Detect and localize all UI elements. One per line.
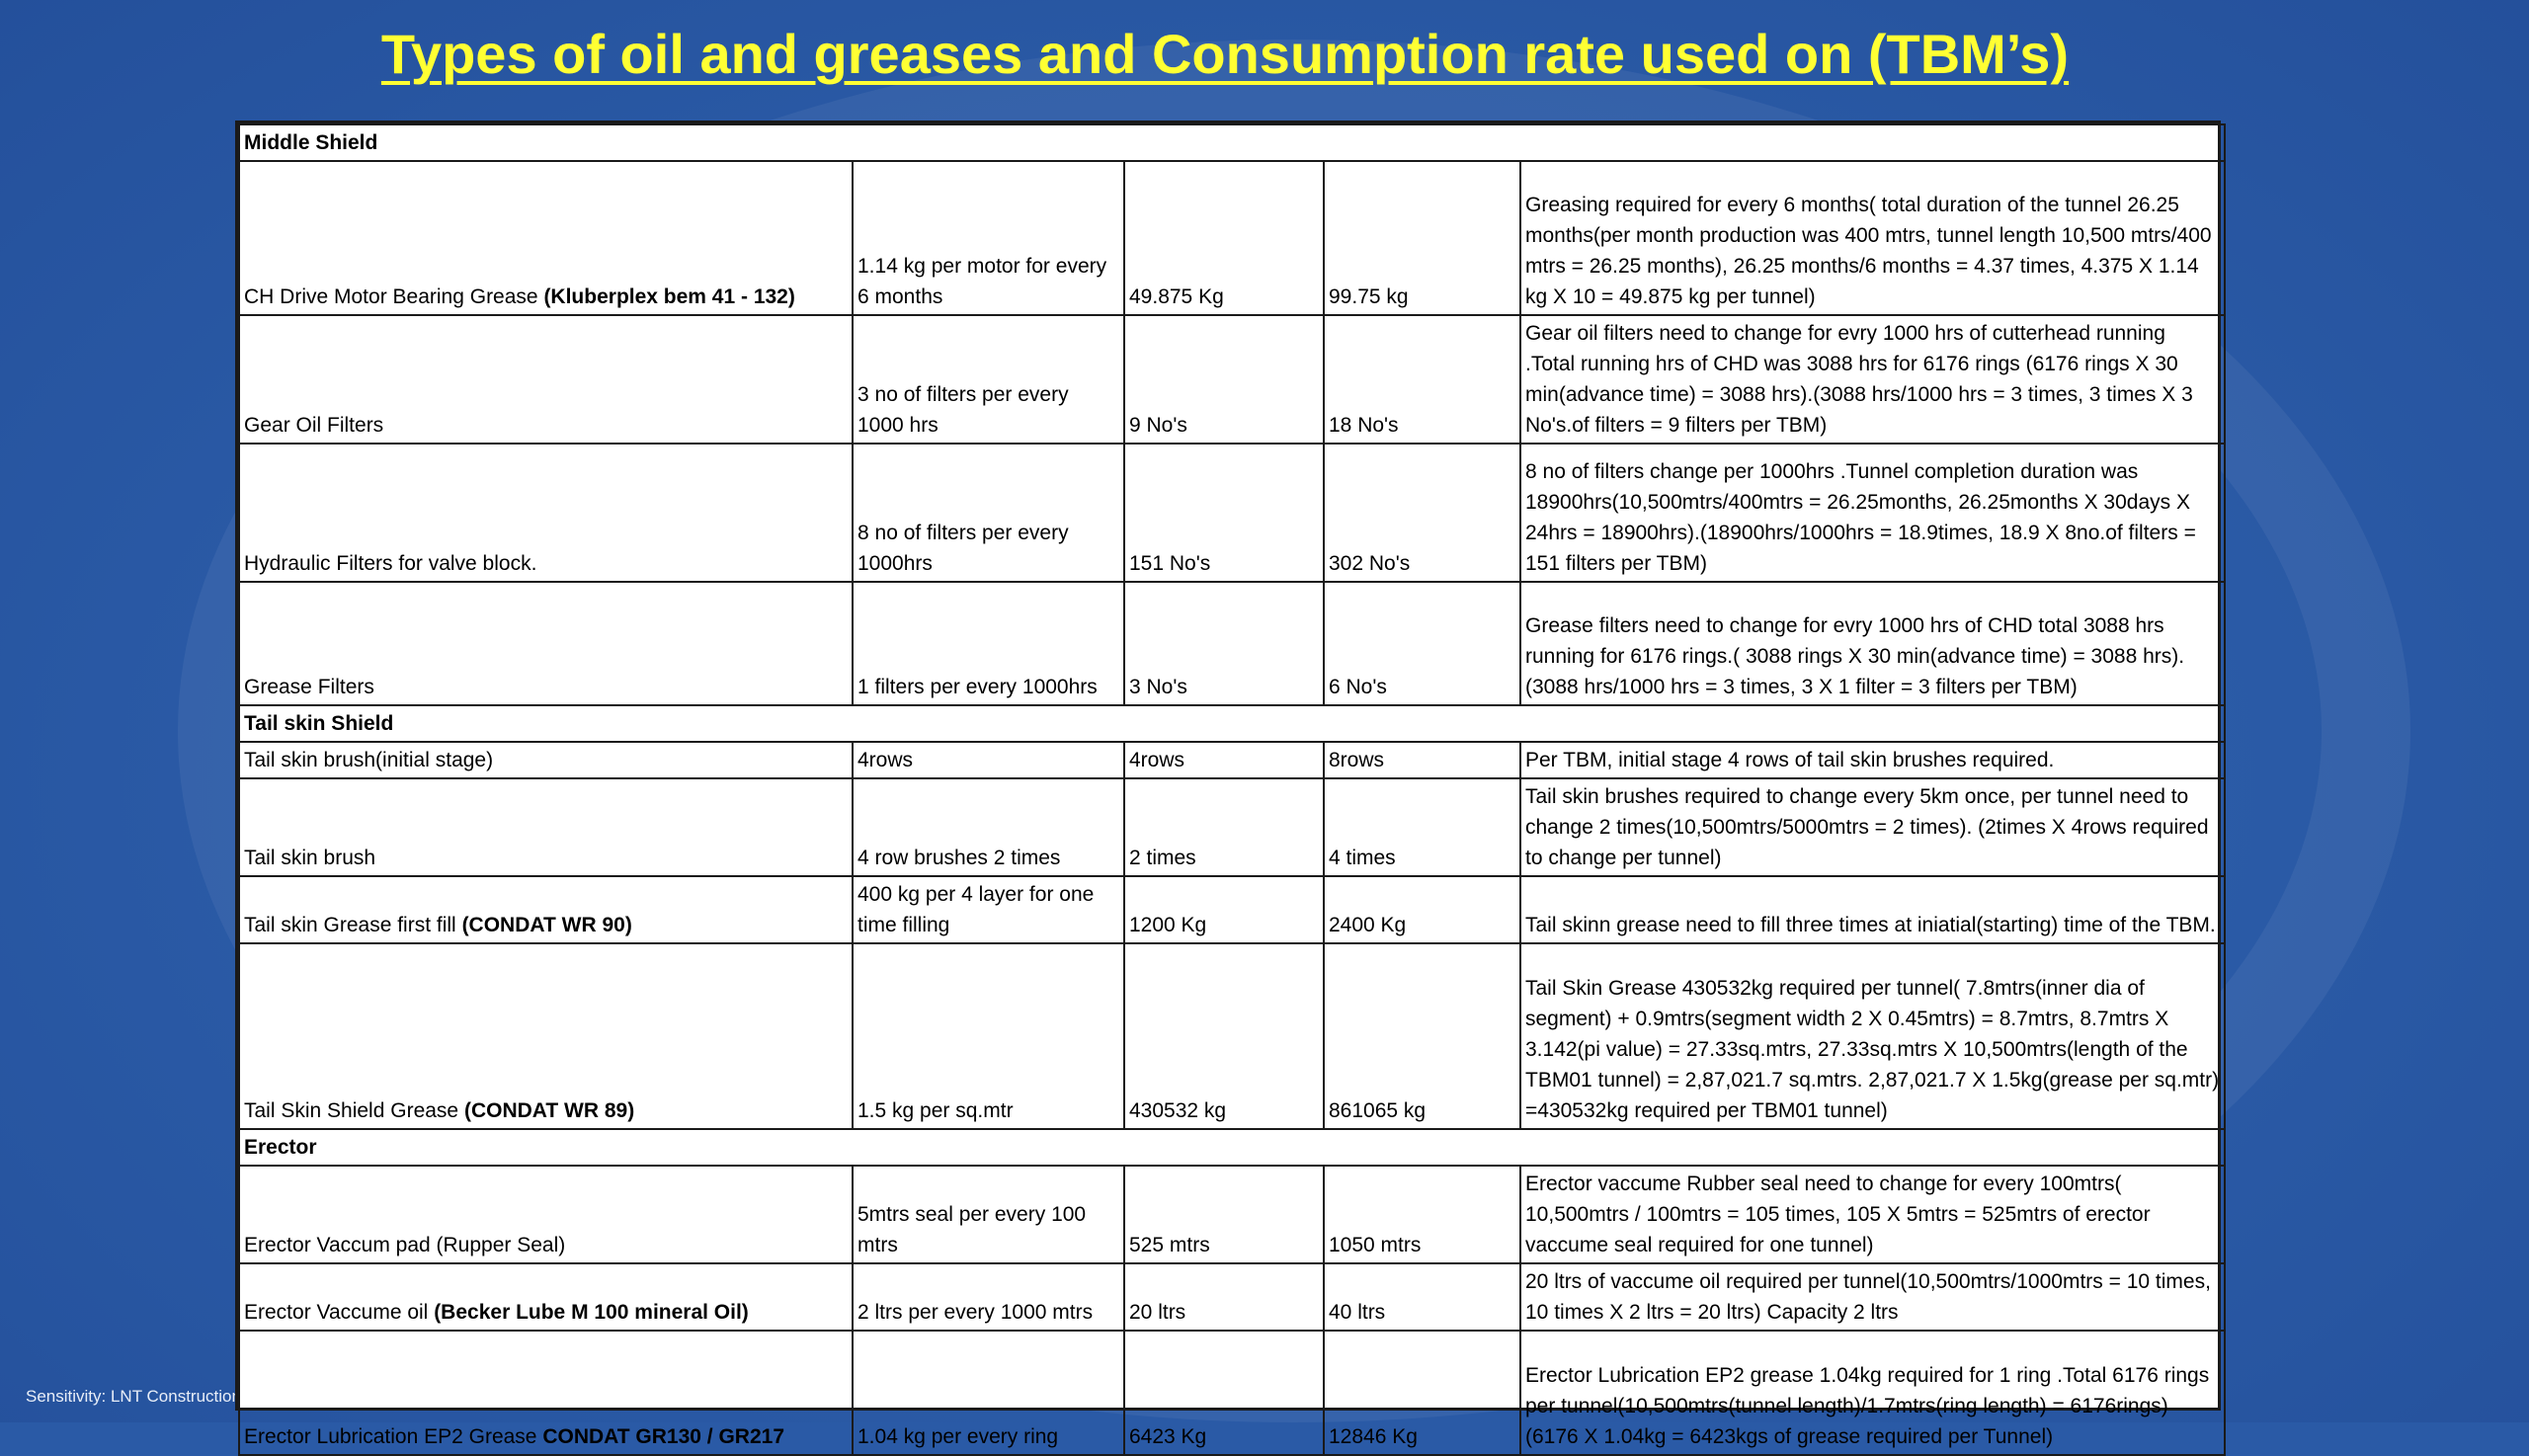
rate-cell: 3 no of filters per every 1000 hrs — [852, 314, 1125, 445]
qty1-cell: 525 mtrs — [1123, 1165, 1325, 1264]
section-header-middle-shield: Middle Shield — [237, 123, 2227, 162]
qty2-cell: 99.75 kg — [1323, 160, 1521, 316]
remark-cell: Gear oil filters need to change for evry… — [1518, 314, 2227, 445]
item-cell: Grease Filters — [238, 581, 854, 706]
qty2-cell: 12846 Kg — [1323, 1330, 1521, 1456]
qty1-cell: 49.875 Kg — [1123, 160, 1325, 316]
sensitivity-label: Sensitivity: LNT Construction Internal U… — [26, 1387, 235, 1406]
item-cell: Erector Lubrication EP2 Grease CONDAT GR… — [238, 1330, 854, 1456]
qty1-cell: 20 ltrs — [1123, 1262, 1325, 1332]
item-cell: Hydraulic Filters for valve block. — [238, 443, 854, 583]
item-cell: CH Drive Motor Bearing Grease (Kluberple… — [238, 160, 854, 316]
rate-cell: 1.04 kg per every ring — [852, 1330, 1125, 1456]
item-cell: Tail skin Grease first fill (CONDAT WR 9… — [238, 875, 854, 944]
qty1-cell: 430532 kg — [1123, 942, 1325, 1130]
table-row: Grease Filters 1 filters per every 1000h… — [238, 581, 2227, 706]
qty2-cell: 6 No's — [1323, 581, 1521, 706]
qty2-cell: 2400 Kg — [1323, 875, 1521, 944]
qty2-cell: 302 No's — [1323, 443, 1521, 583]
rate-cell: 4 row brushes 2 times — [852, 777, 1125, 877]
table-row: Tail skin Grease first fill (CONDAT WR 9… — [238, 875, 2227, 944]
consumption-table: Middle Shield CH Drive Motor Bearing Gre… — [235, 121, 2227, 1456]
qty1-cell: 3 No's — [1123, 581, 1325, 706]
qty2-cell: 1050 mtrs — [1323, 1165, 1521, 1264]
section-header-tail-skin-shield: Tail skin Shield — [237, 704, 2227, 743]
qty1-cell: 4rows — [1123, 741, 1325, 779]
remark-cell: 20 ltrs of vaccume oil required per tunn… — [1518, 1262, 2227, 1332]
remark-cell: Greasing required for every 6 months( to… — [1518, 160, 2227, 316]
table-row: Erector Vaccume oil (Becker Lube M 100 m… — [238, 1262, 2227, 1332]
item-cell: Erector Vaccume oil (Becker Lube M 100 m… — [238, 1262, 854, 1332]
item-cell: Erector Vaccum pad (Rupper Seal) — [238, 1165, 854, 1264]
qty1-cell: 6423 Kg — [1123, 1330, 1325, 1456]
item-cell: Tail skin brush — [238, 777, 854, 877]
rate-cell: 5mtrs seal per every 100 mtrs — [852, 1165, 1125, 1264]
item-cell: Tail skin brush(initial stage) — [238, 741, 854, 779]
remark-cell: Tail skin brushes required to change eve… — [1518, 777, 2227, 877]
table-row: Tail skin brush(initial stage) 4rows 4ro… — [238, 741, 2227, 779]
rate-cell: 4rows — [852, 741, 1125, 779]
table-row: Erector Lubrication EP2 Grease CONDAT GR… — [238, 1330, 2227, 1456]
qty2-cell: 861065 kg — [1323, 942, 1521, 1130]
remark-cell: Grease filters need to change for evry 1… — [1518, 581, 2227, 706]
table-row: Gear Oil Filters 3 no of filters per eve… — [238, 314, 2227, 445]
qty2-cell: 18 No's — [1323, 314, 1521, 445]
rate-cell: 1.5 kg per sq.mtr — [852, 942, 1125, 1130]
remark-cell: Tail skinn grease need to fill three tim… — [1518, 875, 2227, 944]
qty1-cell: 2 times — [1123, 777, 1325, 877]
remark-cell: Tail Skin Grease 430532kg required per t… — [1518, 942, 2227, 1130]
table-row: Erector Vaccum pad (Rupper Seal) 5mtrs s… — [238, 1165, 2227, 1264]
rate-cell: 1 filters per every 1000hrs — [852, 581, 1125, 706]
section-header-erector: Erector — [237, 1128, 2227, 1167]
remark-cell: Erector vaccume Rubber seal need to chan… — [1518, 1165, 2227, 1264]
remark-cell: Erector Lubrication EP2 grease 1.04kg re… — [1518, 1330, 2227, 1456]
qty2-cell: 4 times — [1323, 777, 1521, 877]
qty1-cell: 1200 Kg — [1123, 875, 1325, 944]
qty2-cell: 8rows — [1323, 741, 1521, 779]
item-cell: Tail Skin Shield Grease (CONDAT WR 89) — [238, 942, 854, 1130]
rate-cell: 400 kg per 4 layer for one time filling — [852, 875, 1125, 944]
rate-cell: 1.14 kg per motor for every 6 months — [852, 160, 1125, 316]
remark-cell: 8 no of filters change per 1000hrs .Tunn… — [1518, 443, 2227, 583]
item-cell: Gear Oil Filters — [238, 314, 854, 445]
qty2-cell: 40 ltrs — [1323, 1262, 1521, 1332]
qty1-cell: 151 No's — [1123, 443, 1325, 583]
table-row: Hydraulic Filters for valve block. 8 no … — [238, 443, 2227, 583]
rate-cell: 8 no of filters per every 1000hrs — [852, 443, 1125, 583]
table-row: Tail Skin Shield Grease (CONDAT WR 89) 1… — [238, 942, 2227, 1130]
rate-cell: 2 ltrs per every 1000 mtrs — [852, 1262, 1125, 1332]
slide-title: Types of oil and greases and Consumption… — [380, 23, 2070, 85]
remark-cell: Per TBM, initial stage 4 rows of tail sk… — [1518, 741, 2227, 779]
table-row: CH Drive Motor Bearing Grease (Kluberple… — [238, 160, 2227, 316]
table-row: Tail skin brush 4 row brushes 2 times 2 … — [238, 777, 2227, 877]
qty1-cell: 9 No's — [1123, 314, 1325, 445]
